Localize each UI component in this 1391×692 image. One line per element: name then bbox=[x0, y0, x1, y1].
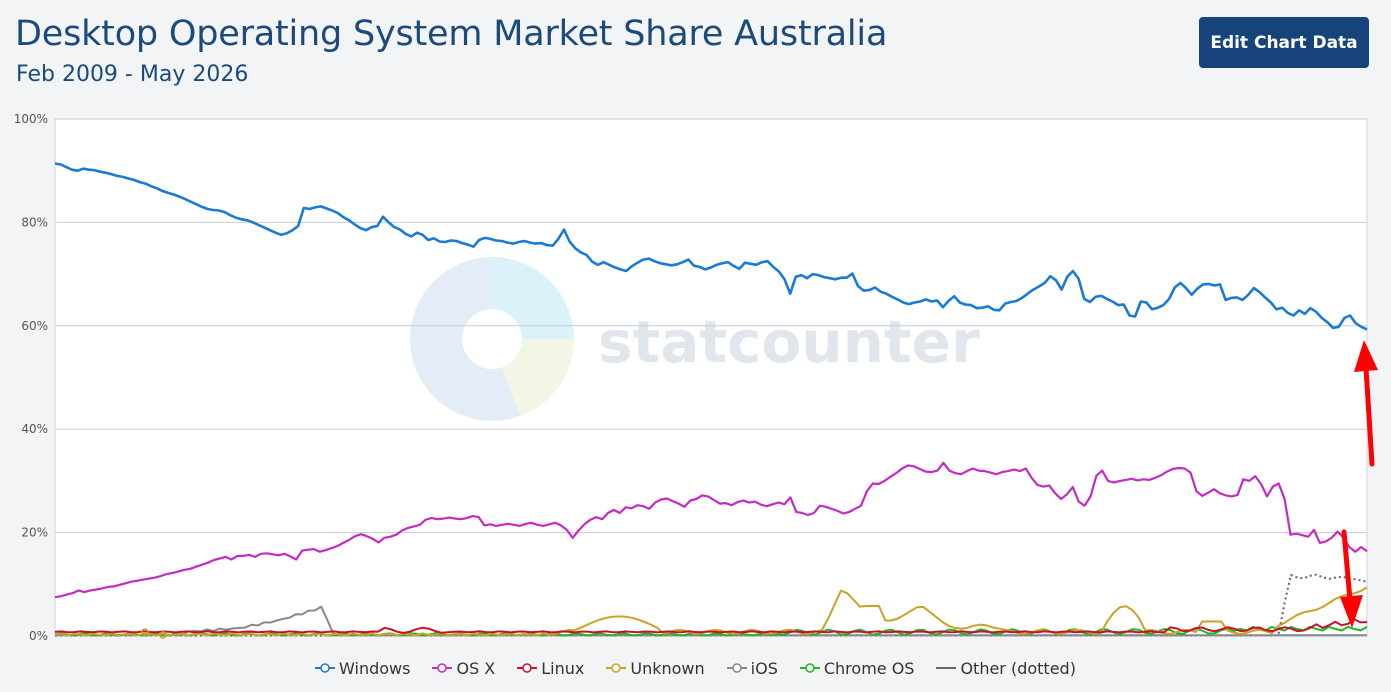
legend-swatch-icon bbox=[799, 663, 820, 673]
date-range-subtitle: Feb 2009 - May 2026 bbox=[16, 62, 249, 87]
y-tick-label: 40% bbox=[21, 422, 48, 436]
series-line-linux bbox=[54, 618, 1368, 634]
legend-swatch-icon bbox=[315, 663, 336, 673]
watermark-text: statcounter bbox=[598, 308, 980, 376]
legend-label: Other (dotted) bbox=[960, 658, 1076, 678]
watermark-hole bbox=[462, 309, 522, 369]
legend-label: Linux bbox=[541, 658, 585, 678]
legend-swatch-icon bbox=[517, 663, 538, 673]
legend-swatch-icon bbox=[432, 663, 453, 673]
legend-swatch-icon bbox=[936, 667, 957, 669]
legend-item-chrome[interactable]: Chrome OS bbox=[799, 658, 915, 678]
legend-item-windows[interactable]: Windows bbox=[315, 659, 410, 678]
edit-chart-data-button[interactable]: Edit Chart Data bbox=[1199, 17, 1369, 68]
legend-swatch-icon bbox=[726, 663, 747, 673]
series-line-os-x bbox=[54, 461, 1368, 599]
plot-area bbox=[54, 118, 1368, 637]
y-tick-label: 80% bbox=[21, 215, 48, 229]
y-tick-label: 100% bbox=[14, 112, 48, 126]
y-tick-label: 60% bbox=[21, 319, 48, 333]
arrow-up-shaft bbox=[1363, 365, 1375, 467]
legend-item-os[interactable]: OS X bbox=[432, 659, 495, 678]
legend-item-ios[interactable]: iOS bbox=[726, 658, 778, 678]
unknown-marker bbox=[159, 631, 167, 639]
legend-label: OS X bbox=[456, 658, 496, 678]
unknown-marker bbox=[141, 628, 149, 636]
market-share-chart: statcounter 0% 20% 40% 60% 80% 100% bbox=[14, 112, 1378, 643]
legend-item-linux[interactable]: Linux bbox=[517, 659, 584, 678]
legend-label: Windows bbox=[339, 658, 411, 678]
y-tick-label: 20% bbox=[21, 526, 48, 540]
page-title: Desktop Operating System Market Share Au… bbox=[15, 14, 888, 54]
annotation-arrows bbox=[1340, 340, 1378, 628]
legend-label: Chrome OS bbox=[823, 658, 915, 678]
legend-label: iOS bbox=[750, 658, 778, 678]
legend-item-other[interactable]: Other (dotted) bbox=[936, 659, 1076, 678]
arrow-down-head bbox=[1340, 595, 1363, 628]
y-tick-label: 0% bbox=[29, 629, 48, 643]
arrow-up-head bbox=[1354, 340, 1378, 372]
chart-legend: Windows OS X Linux Unknown iOS Chrome OS Other… bbox=[0, 655, 1391, 681]
series-line-windows bbox=[54, 162, 1368, 331]
legend-swatch-icon bbox=[606, 663, 627, 673]
series-line-chrome-os bbox=[54, 625, 1368, 637]
statcounter-watermark: statcounter bbox=[410, 257, 980, 421]
legend-label: Unknown bbox=[630, 658, 705, 678]
legend-item-unknown[interactable]: Unknown bbox=[606, 658, 705, 678]
arrow-down-shaft bbox=[1341, 529, 1353, 603]
